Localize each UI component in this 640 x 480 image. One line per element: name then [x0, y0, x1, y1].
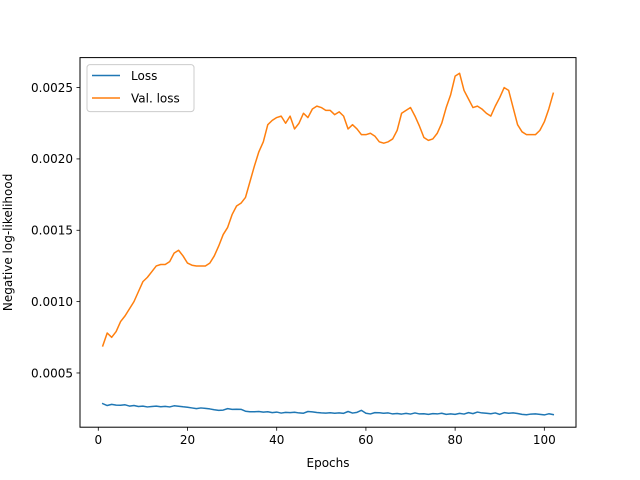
y-tick-label: 0.0020 [31, 152, 73, 166]
x-tick-label: 60 [358, 433, 373, 447]
legend-label-loss: Loss [131, 69, 157, 83]
plot-frame [79, 57, 577, 428]
x-tick-label: 20 [180, 433, 195, 447]
x-tick-label: 40 [269, 433, 284, 447]
x-axis-label: Epochs [307, 456, 350, 470]
legend-label-val-loss: Val. loss [131, 92, 180, 106]
y-axis-label: Negative log-likelihood [1, 174, 15, 311]
series-line-val-loss [101, 72, 555, 347]
y-tick-label: 0.0005 [31, 366, 73, 380]
series-layer [101, 72, 555, 416]
x-tick-label: 100 [533, 433, 556, 447]
y-tick-label: 0.0010 [31, 295, 73, 309]
y-tick-label: 0.0015 [31, 224, 73, 238]
series-line-loss [101, 402, 555, 416]
legend-box [86, 64, 195, 113]
x-tick-label: 80 [447, 433, 462, 447]
y-tick-label: 0.0025 [31, 81, 73, 95]
tick-layer: 0 20 40 60 80 100 0.0005 0.0010 0.0015 0.0020 0.00… [31, 81, 556, 447]
x-tick-label: 0 [94, 433, 102, 447]
legend: Loss Val. loss [86, 64, 195, 113]
